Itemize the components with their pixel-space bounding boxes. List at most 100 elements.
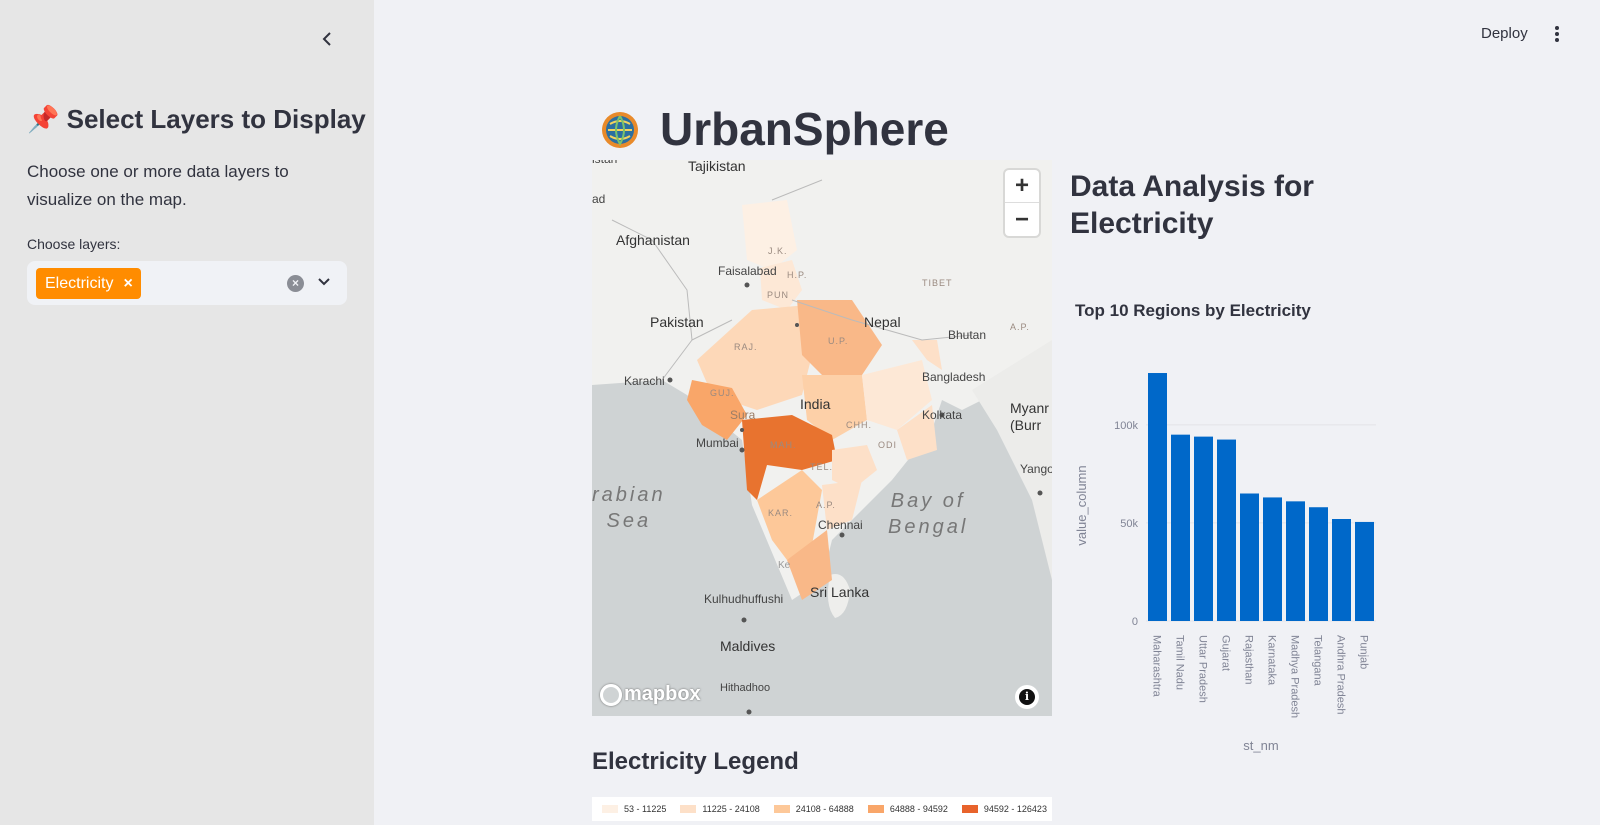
- legend-swatch: [602, 805, 618, 813]
- map-label-bhutan: Bhutan: [948, 328, 987, 342]
- legend-label: 53 - 11225: [624, 804, 667, 814]
- map-label-hp: H.P.: [787, 270, 808, 280]
- chevron-down-icon[interactable]: [314, 272, 334, 292]
- x-tick-label: Rajasthan: [1243, 635, 1255, 685]
- map-label-kulhudhuffushi: Kulhudhuffushi: [704, 592, 784, 606]
- x-tick-label: Gujarat: [1220, 635, 1232, 671]
- legend-title: Electricity Legend: [592, 748, 799, 775]
- map-label-tel: TEL.: [810, 462, 834, 472]
- y-axis-label: value_column: [1074, 465, 1089, 545]
- bar: [1309, 507, 1328, 621]
- collapse-sidebar-button[interactable]: [316, 28, 338, 50]
- map-label-myanmar: Myanr (Burr: [1010, 400, 1049, 433]
- map-label-raj: RAJ.: [734, 342, 758, 352]
- map-label-ap-state: A.P.: [816, 500, 836, 510]
- legend-item: 64888 - 94592: [867, 804, 948, 814]
- x-tick-label: Punjab: [1358, 635, 1370, 669]
- map-label-ap: A.P.: [1010, 322, 1030, 332]
- bar: [1240, 493, 1259, 621]
- bar: [1355, 521, 1374, 621]
- legend-swatch: [680, 805, 697, 813]
- map-label-pakistan: Pakistan: [650, 314, 704, 330]
- layers-field-label: Choose layers:: [27, 236, 121, 252]
- map-label-karachi: Karachi: [624, 374, 665, 388]
- legend-swatch: [773, 805, 790, 813]
- map-label-bay-of-bengal: Bay of Bengal: [888, 490, 969, 538]
- bar: [1332, 519, 1351, 621]
- globe-icon: [602, 112, 638, 148]
- legend-swatch: [961, 805, 978, 813]
- bar-chart: Top 10 Regions by Electricity 0 50k 100k Ma…: [1070, 296, 1390, 766]
- bar: [1263, 497, 1282, 621]
- map-label-odi: ODI: [878, 440, 898, 450]
- map-label-bangladesh: Bangladesh: [922, 370, 986, 384]
- sidebar-description: Choose one or more data layers to visual…: [27, 162, 289, 209]
- chevron-left-icon: [322, 32, 331, 46]
- legend: 53 - 11225 11225 - 24108 24108 - 64888 6…: [592, 797, 1052, 821]
- analysis-title: Data Analysis for Electricity: [1070, 170, 1314, 240]
- map-label-guj: GUJ.: [710, 388, 735, 398]
- y-tick-label: 50k: [1120, 518, 1138, 530]
- bar: [1194, 436, 1213, 621]
- x-tick-label: Karnataka: [1266, 635, 1278, 686]
- layer-chip-label: Electricity: [45, 274, 114, 292]
- sidebar: 📌 Select Layers to Display Choose one or…: [0, 0, 374, 825]
- legend-swatch: [867, 805, 884, 813]
- x-axis-label: st_nm: [1243, 738, 1278, 753]
- map-label-pun: PUN: [767, 290, 790, 300]
- layers-multiselect[interactable]: Electricity × ×: [27, 261, 347, 305]
- clear-all-icon[interactable]: ×: [287, 275, 304, 292]
- x-tick-label: Tamil Nadu: [1174, 635, 1186, 690]
- bar: [1171, 434, 1190, 621]
- chart-svg: 0 50k 100k Maharashtra Tamil Nadu Uttar Prade…: [1074, 373, 1376, 753]
- chip-remove-icon[interactable]: ×: [123, 274, 133, 292]
- map-label-jk: J.K.: [768, 246, 788, 256]
- map-label-ke: Ke: [778, 560, 791, 571]
- map-label-yangon: Yango: [1020, 462, 1052, 476]
- zoom-out-button[interactable]: −: [1014, 205, 1029, 233]
- map-label-up: U.P.: [828, 336, 849, 346]
- legend-item: 94592 - 126423: [961, 804, 1047, 814]
- map[interactable]: Tajikistan istan ad Afghanistan Faisalab…: [592, 160, 1052, 716]
- y-tick-label: 0: [1132, 616, 1138, 628]
- map-label-sri-lanka: Sri Lanka: [810, 584, 870, 600]
- chart-title: Top 10 Regions by Electricity: [1075, 301, 1311, 320]
- y-tick-label: 100k: [1114, 420, 1138, 432]
- attribution-info-icon[interactable]: i: [1015, 685, 1039, 709]
- legend-item: 24108 - 64888: [773, 804, 854, 814]
- more-vertical-icon[interactable]: [1549, 24, 1565, 44]
- app-title: UrbanSphere: [660, 103, 949, 155]
- map-label-kar: KAR.: [768, 508, 794, 518]
- zoom-control: + −: [1005, 170, 1039, 236]
- map-label-mumbai: Mumbai: [696, 436, 739, 450]
- map-label-chh: CHH.: [846, 420, 872, 430]
- layer-chip-electricity[interactable]: Electricity ×: [36, 268, 141, 299]
- map-label-tajikistan: Tajikistan: [688, 160, 746, 174]
- map-label-ad: ad: [592, 192, 606, 206]
- map-label-hithadhoo: Hithadhoo: [720, 682, 771, 694]
- x-tick-label: Uttar Pradesh: [1197, 635, 1209, 703]
- legend-label: 11225 - 24108: [702, 804, 760, 814]
- map-canvas: [592, 160, 1052, 715]
- map-label-maldives: Maldives: [720, 638, 776, 654]
- map-label-istan: istan: [592, 160, 617, 166]
- map-label-india: India: [800, 396, 831, 412]
- mapbox-logo[interactable]: mapbox: [600, 683, 701, 706]
- map-label-mah: MAH.: [770, 440, 797, 450]
- zoom-in-button[interactable]: +: [1005, 170, 1039, 203]
- bar: [1217, 439, 1236, 621]
- legend-label: 64888 - 94592: [889, 804, 948, 814]
- sidebar-title: 📌 Select Layers to Display: [27, 104, 366, 134]
- bar: [1286, 501, 1305, 621]
- map-label-tibet: TIBET: [922, 278, 953, 288]
- map-label-surat: Sura: [730, 408, 756, 422]
- x-tick-label: Madhya Pradesh: [1289, 635, 1301, 718]
- legend-item: 11225 - 24108: [680, 804, 760, 814]
- x-tick-label: Maharashtra: [1151, 635, 1163, 698]
- map-label-faisalabad: Faisalabad: [718, 264, 777, 278]
- map-label-kolkata: Kolkata: [922, 408, 963, 422]
- deploy-button[interactable]: Deploy: [1481, 25, 1528, 42]
- legend-label: 94592 - 126423: [983, 804, 1047, 814]
- map-label-chennai: Chennai: [818, 518, 863, 532]
- legend-item: 53 - 11225: [602, 804, 666, 814]
